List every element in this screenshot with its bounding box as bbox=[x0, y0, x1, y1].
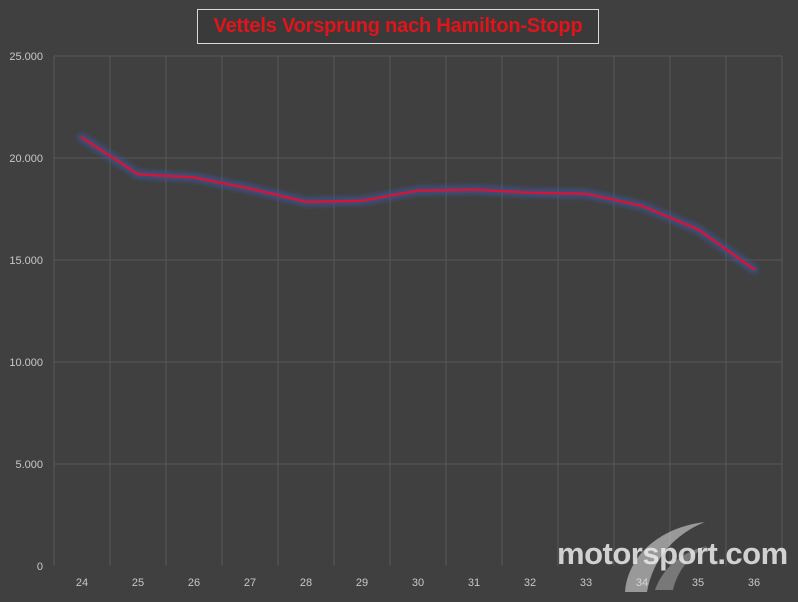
data-point bbox=[584, 192, 588, 195]
x-tick-label: 33 bbox=[580, 577, 592, 589]
x-tick-label: 31 bbox=[468, 577, 480, 589]
watermark-text: motorsport.com bbox=[557, 536, 788, 571]
data-point bbox=[192, 176, 196, 179]
x-tick-label: 24 bbox=[76, 577, 88, 589]
x-tick-label: 25 bbox=[132, 577, 144, 589]
y-tick-label: 0 bbox=[37, 561, 43, 573]
data-point bbox=[472, 188, 476, 191]
y-axis-tick-labels: 0 5.000 10.000 15.000 20.000 25.000 bbox=[9, 51, 43, 573]
y-tick-label: 20.000 bbox=[9, 153, 43, 165]
data-point bbox=[696, 228, 700, 231]
data-point bbox=[136, 173, 140, 176]
x-tick-label: 27 bbox=[244, 577, 256, 589]
chart-title-box: Vettels Vorsprung nach Hamilton-Stopp bbox=[197, 9, 599, 44]
data-point bbox=[640, 204, 644, 208]
data-point bbox=[248, 187, 252, 190]
data-point bbox=[360, 199, 364, 203]
chart-title: Vettels Vorsprung nach Hamilton-Stopp bbox=[213, 15, 583, 37]
data-point bbox=[80, 136, 84, 139]
y-tick-label: 5.000 bbox=[15, 459, 43, 471]
y-tick-label: 10.000 bbox=[9, 357, 43, 369]
y-tick-label: 25.000 bbox=[9, 51, 43, 63]
x-tick-label: 30 bbox=[412, 577, 424, 589]
data-point bbox=[752, 267, 756, 271]
motorsport-watermark: motorsport.com bbox=[555, 520, 795, 595]
x-tick-label: 26 bbox=[188, 577, 200, 589]
series-line-glow bbox=[77, 133, 759, 274]
y-tick-label: 15.000 bbox=[9, 255, 43, 267]
series-line bbox=[80, 136, 756, 271]
x-tick-label: 36 bbox=[748, 577, 760, 589]
motorsport-logo-swoosh-icon bbox=[625, 522, 707, 592]
data-point bbox=[528, 191, 532, 194]
data-point bbox=[304, 200, 308, 204]
grid-lines bbox=[53, 55, 783, 566]
x-tick-label: 29 bbox=[356, 577, 368, 589]
x-tick-label: 28 bbox=[300, 577, 312, 589]
x-tick-label: 32 bbox=[524, 577, 536, 589]
x-axis-tick-labels: 24252627282930313233343536 bbox=[76, 577, 760, 589]
series-layer bbox=[77, 133, 759, 274]
x-tick-label: 35 bbox=[692, 577, 704, 589]
data-point bbox=[416, 189, 420, 192]
